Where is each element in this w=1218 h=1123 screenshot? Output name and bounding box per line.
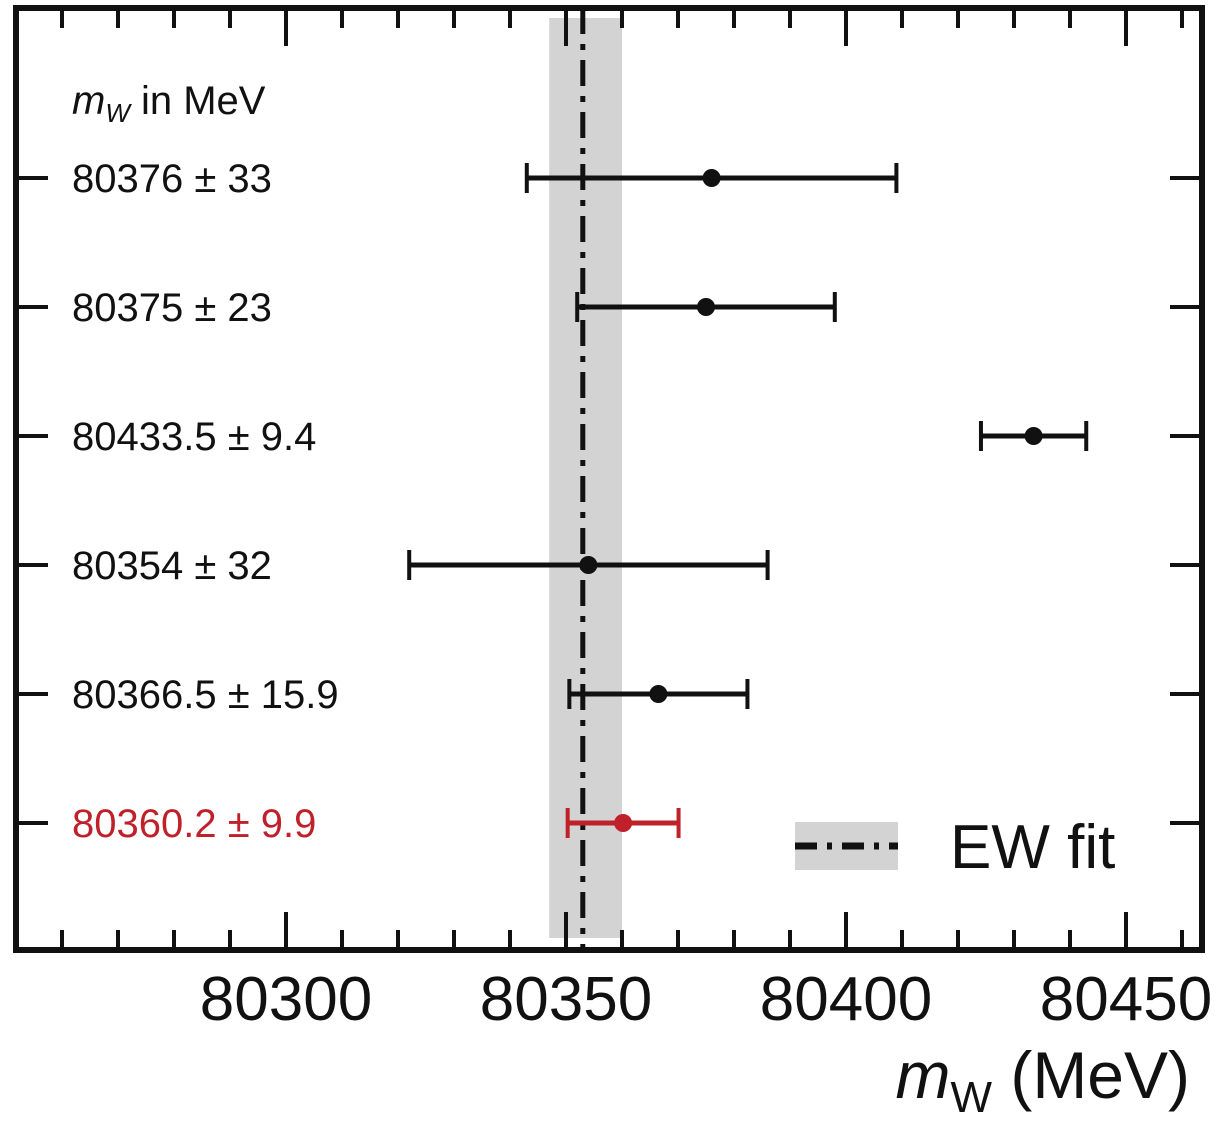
- plot-frame-layer: [13, 5, 1205, 953]
- data-point: [649, 685, 668, 703]
- plot-frame: [13, 5, 1205, 953]
- data-point: [702, 169, 721, 187]
- heading-label: mW in MeV: [72, 79, 266, 128]
- row-label: 80360.2 ± 9.9: [72, 802, 316, 846]
- measurements-layer: [407, 163, 1089, 838]
- heading-var: m: [72, 79, 105, 123]
- axis-ticks-layer: 80300 80350 80400 80450: [16, 8, 1212, 1034]
- x-tick-label: 80450: [1040, 965, 1212, 1034]
- data-point: [614, 814, 633, 832]
- ew-fit-band-layer: [549, 18, 622, 938]
- legend: EW fit: [795, 813, 1115, 882]
- row-label: 80354 ± 32: [72, 544, 272, 588]
- heading-sub: W: [105, 98, 132, 128]
- data-point: [697, 298, 715, 316]
- x-axis-label: mW (MeV): [895, 1038, 1190, 1122]
- legend-label: EW fit: [950, 813, 1115, 882]
- heading-rest: in MeV: [130, 79, 266, 123]
- x-axis-label-sub: W: [950, 1073, 992, 1122]
- row-label: 80375 ± 23: [72, 286, 272, 330]
- x-tick-label: 80350: [480, 965, 652, 1034]
- x-axis-label-unit: (MeV): [992, 1038, 1190, 1112]
- data-point: [1024, 427, 1043, 445]
- x-tick-label: 80400: [760, 965, 932, 1034]
- ew-fit-band: [549, 18, 622, 938]
- data-point: [579, 556, 598, 574]
- row-label: 80366.5 ± 15.9: [72, 673, 339, 717]
- row-label: 80433.5 ± 9.4: [72, 415, 316, 459]
- x-axis-label-var: m: [895, 1038, 950, 1112]
- x-tick-label: 80300: [200, 965, 372, 1034]
- row-label: 80376 ± 33: [72, 157, 272, 201]
- row-labels-layer: 80376 ± 33 80375 ± 23 80433.5 ± 9.4 80354 ±…: [72, 157, 339, 846]
